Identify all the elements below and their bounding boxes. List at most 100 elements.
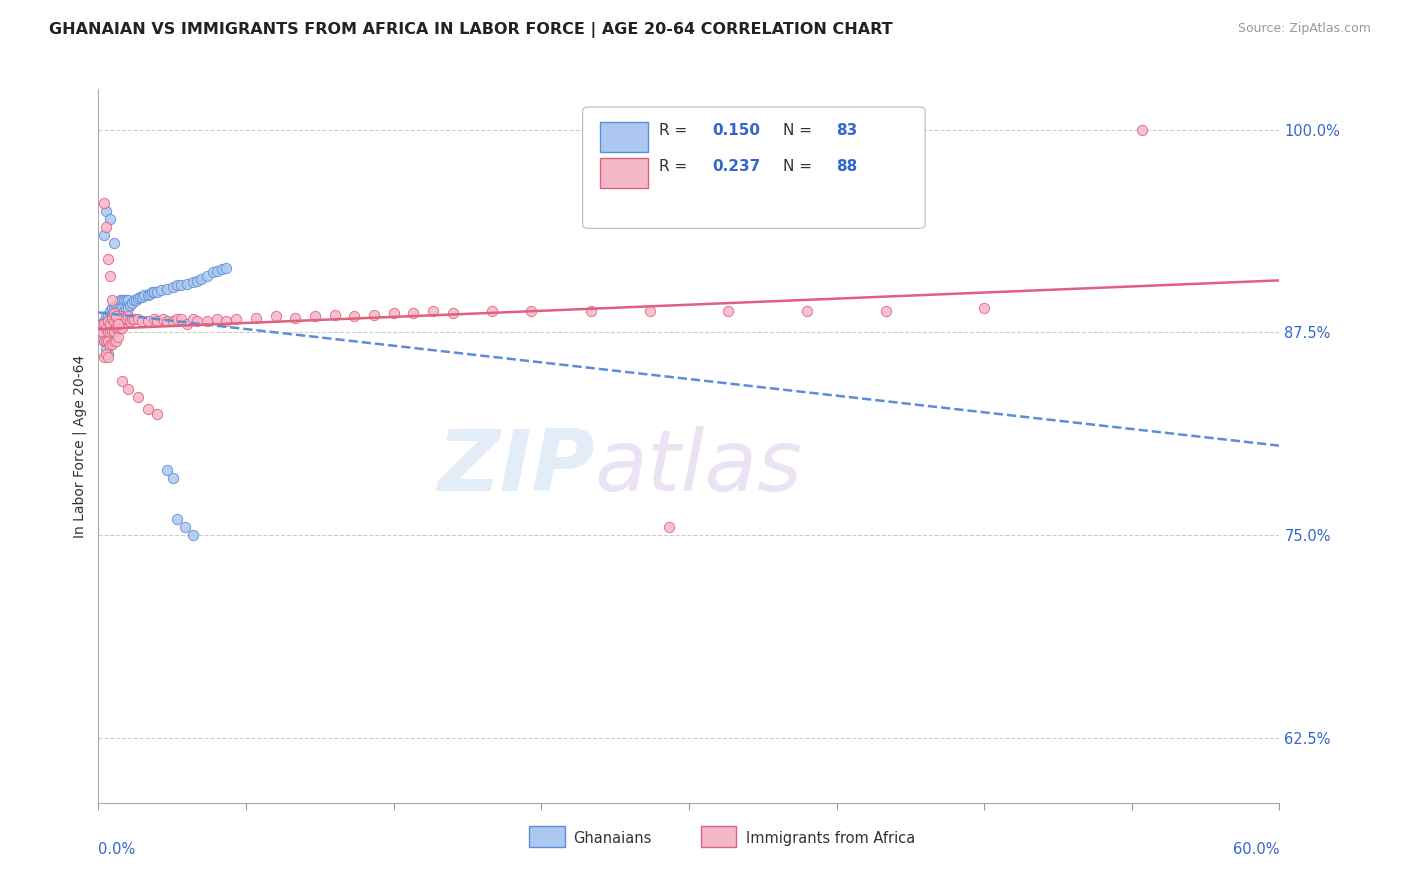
- Point: [97, 314, 120, 328]
- Point: [97, 318, 120, 332]
- Text: 0.237: 0.237: [713, 159, 761, 174]
- Point: [91, 318, 114, 332]
- Point: [195, 314, 218, 328]
- Text: GHANAIAN VS IMMIGRANTS FROM AFRICA IN LABOR FORCE | AGE 20-64 CORRELATION CHART: GHANAIAN VS IMMIGRANTS FROM AFRICA IN LA…: [49, 22, 893, 38]
- Point: [284, 310, 307, 325]
- Point: [108, 301, 131, 315]
- Point: [117, 293, 139, 307]
- Point: [111, 374, 134, 388]
- Point: [166, 278, 188, 293]
- FancyBboxPatch shape: [530, 826, 565, 847]
- Point: [122, 312, 145, 326]
- Point: [111, 310, 134, 325]
- Point: [105, 306, 128, 320]
- Point: [93, 334, 115, 348]
- Point: [107, 298, 129, 312]
- Point: [176, 318, 198, 332]
- Point: [146, 314, 169, 328]
- Point: [96, 203, 118, 218]
- Point: [136, 288, 159, 302]
- Point: [211, 262, 233, 277]
- Point: [96, 334, 118, 348]
- Point: [91, 326, 114, 340]
- Point: [117, 382, 139, 396]
- Point: [181, 275, 204, 289]
- Point: [98, 334, 121, 348]
- Point: [127, 390, 149, 404]
- Point: [195, 268, 218, 283]
- Point: [93, 314, 115, 328]
- Point: [174, 520, 197, 534]
- Point: [97, 334, 120, 348]
- Point: [101, 334, 124, 348]
- Point: [142, 285, 165, 299]
- Point: [105, 312, 128, 326]
- Point: [93, 228, 115, 243]
- Text: 88: 88: [837, 159, 858, 174]
- Point: [101, 326, 124, 340]
- Point: [245, 310, 267, 325]
- Point: [93, 318, 115, 332]
- Point: [103, 318, 125, 332]
- Point: [101, 324, 124, 338]
- Point: [98, 326, 121, 340]
- Point: [108, 293, 131, 307]
- Text: 0.0%: 0.0%: [98, 842, 135, 857]
- Point: [98, 320, 121, 334]
- Point: [103, 306, 125, 320]
- Point: [101, 312, 124, 326]
- Point: [304, 310, 326, 324]
- Point: [105, 334, 128, 348]
- Point: [170, 312, 193, 326]
- Point: [107, 304, 129, 318]
- Point: [101, 336, 124, 351]
- Point: [146, 407, 169, 421]
- Point: [115, 293, 138, 307]
- Point: [121, 296, 143, 310]
- Point: [118, 298, 141, 312]
- Text: atlas: atlas: [595, 425, 803, 509]
- Point: [96, 320, 118, 334]
- Point: [658, 520, 681, 534]
- Point: [162, 314, 184, 328]
- Point: [131, 314, 153, 328]
- Point: [343, 310, 366, 324]
- Point: [101, 293, 124, 307]
- Point: [91, 318, 114, 332]
- Point: [363, 308, 385, 322]
- Point: [1130, 122, 1153, 136]
- Point: [973, 301, 995, 315]
- Point: [117, 310, 139, 324]
- Point: [875, 304, 897, 318]
- Point: [107, 330, 129, 344]
- Point: [107, 318, 129, 332]
- Point: [142, 312, 165, 326]
- Point: [138, 286, 160, 301]
- Point: [181, 528, 204, 542]
- Point: [796, 304, 818, 318]
- Point: [201, 265, 224, 279]
- FancyBboxPatch shape: [700, 826, 737, 847]
- Point: [96, 220, 118, 235]
- Point: [156, 282, 179, 296]
- Point: [579, 304, 602, 318]
- Point: [101, 301, 124, 315]
- Point: [111, 301, 134, 315]
- Text: R =: R =: [659, 123, 693, 138]
- Point: [111, 320, 134, 334]
- Point: [225, 312, 247, 326]
- Point: [98, 310, 121, 325]
- Point: [141, 285, 163, 299]
- Point: [382, 306, 405, 320]
- Point: [190, 272, 212, 286]
- Point: [181, 312, 204, 326]
- Point: [186, 274, 208, 288]
- Point: [107, 310, 129, 325]
- FancyBboxPatch shape: [582, 107, 925, 228]
- Point: [93, 326, 115, 340]
- Point: [128, 290, 150, 304]
- Point: [122, 293, 145, 307]
- Point: [91, 326, 114, 340]
- Point: [103, 334, 125, 348]
- Point: [111, 310, 134, 324]
